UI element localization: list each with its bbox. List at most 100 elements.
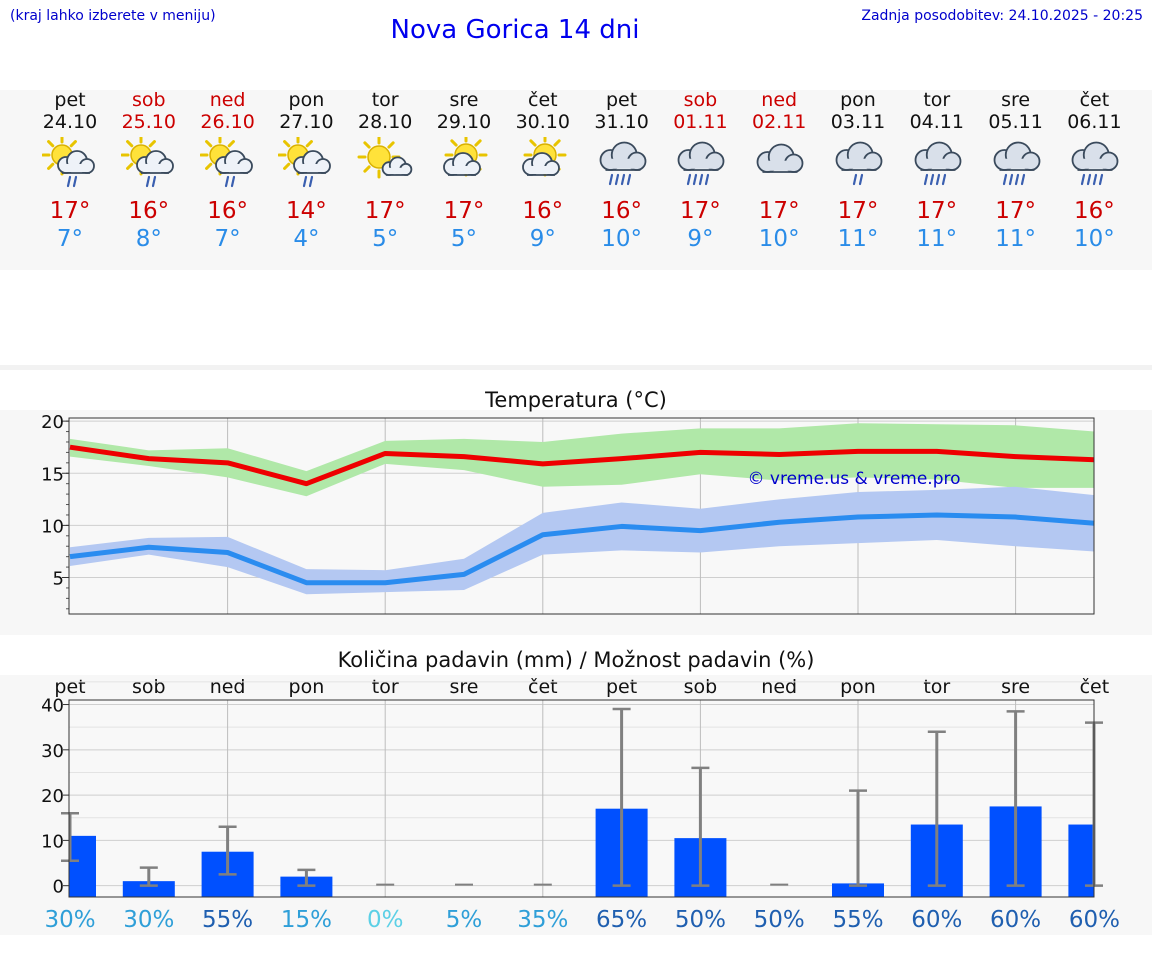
min-temperature: 5° — [450, 226, 478, 252]
max-temperature: 17° — [680, 198, 721, 224]
y-tick-label: 40 — [41, 696, 64, 717]
x-tick-label: ned — [210, 676, 246, 698]
x-tick-label: pon — [289, 676, 325, 698]
day-date: 01.11 — [673, 111, 728, 133]
day-name: čet — [528, 89, 558, 111]
x-tick-label: sre — [450, 676, 479, 698]
day-name: sre — [449, 89, 479, 111]
location-hint: (kraj lahko izberete v meniju) — [10, 8, 216, 24]
min-temperature: 8° — [135, 226, 162, 252]
cloud-heavy-rain-icon — [993, 141, 1040, 186]
precipitation-probability: 60% — [990, 907, 1041, 933]
spacer-band — [0, 365, 1152, 370]
day-forecast: pon 03.11 17° 11° — [813, 89, 903, 253]
day-date: 25.10 — [121, 111, 176, 133]
x-tick-label: sre — [1001, 676, 1030, 698]
min-temperature: 11° — [916, 226, 958, 252]
min-temperature: 10° — [1074, 226, 1115, 252]
precipitation-chart: pet sob ned pon tor sre čet pet sob ned pon tor sre č… — [41, 676, 1120, 933]
day-forecast: sre 05.11 17° 11° — [971, 89, 1061, 253]
day-name: sre — [1001, 89, 1031, 111]
min-temperature: 9° — [687, 226, 714, 252]
y-tick-label: 20 — [41, 412, 64, 433]
precipitation-title: Količina padavin (mm) / Možnost padavin … — [337, 648, 815, 672]
max-temperature: 16° — [207, 198, 248, 224]
max-temperature: 17° — [916, 198, 958, 224]
min-temperature: 7° — [56, 226, 84, 252]
min-temperature: 7° — [214, 226, 241, 252]
day-date: 30.10 — [515, 111, 570, 133]
watermark: © vreme.us & vreme.pro — [747, 469, 960, 489]
day-forecast: sre 29.10 17° 5° — [419, 89, 509, 253]
day-name: tor — [923, 89, 951, 111]
day-name: ned — [209, 89, 246, 111]
day-date: 04.11 — [909, 111, 964, 133]
precipitation-probability: 55% — [202, 907, 253, 933]
min-temperature: 10° — [758, 226, 800, 252]
x-tick-label: pet — [606, 676, 637, 698]
day-date: 28.10 — [357, 111, 413, 133]
precipitation-probability: 0% — [367, 907, 404, 933]
precipitation-bar — [832, 883, 884, 897]
precipitation-probability: 30% — [123, 907, 174, 933]
precipitation-probability: 65% — [596, 907, 647, 933]
day-name: čet — [1079, 89, 1110, 111]
y-tick-label: 10 — [41, 831, 64, 852]
x-tick-label: ned — [761, 676, 797, 698]
day-name: ned — [761, 89, 798, 111]
day-date: 27.10 — [279, 111, 334, 133]
day-date: 24.10 — [42, 111, 98, 133]
day-date: 26.10 — [200, 111, 255, 133]
precipitation-bar — [122, 881, 175, 897]
day-date: 06.11 — [1067, 111, 1122, 133]
precipitation-probability: 15% — [281, 907, 332, 933]
cloud-heavy-rain-icon — [1071, 141, 1119, 186]
cloud-icon — [756, 143, 804, 173]
precipitation-bar — [69, 835, 96, 897]
day-forecast: čet 06.11 16° 10° — [1049, 89, 1139, 253]
y-tick-label: 30 — [41, 741, 64, 762]
day-date: 31.10 — [594, 111, 649, 133]
sun-cloud-rain-icon — [199, 137, 253, 188]
day-date: 02.11 — [751, 111, 807, 133]
day-date: 29.10 — [436, 111, 492, 133]
precipitation-probability: 60% — [911, 907, 962, 933]
max-temperature: 17° — [995, 198, 1036, 224]
y-tick-label: 10 — [41, 516, 64, 537]
day-name: sob — [683, 89, 718, 111]
plot-frame — [68, 699, 1095, 898]
x-tick-label: tor — [372, 676, 399, 698]
day-date: 05.11 — [988, 111, 1043, 133]
precipitation-probability: 50% — [675, 907, 726, 933]
cloud-light-rain-icon — [835, 141, 883, 186]
day-forecast: pet 31.10 16° 10° — [577, 89, 667, 253]
x-tick-label: tor — [923, 676, 950, 698]
min-temperature: 10° — [601, 226, 642, 252]
day-name: pet — [605, 89, 638, 111]
y-tick-label: 0 — [53, 877, 64, 898]
sun-small-cloud-icon — [357, 137, 413, 179]
max-temperature: 16° — [522, 198, 564, 224]
min-temperature: 11° — [995, 226, 1036, 252]
precipitation-probability: 30% — [44, 907, 95, 933]
series-line — [69, 444, 1095, 487]
max-temperature: 16° — [128, 198, 170, 224]
sun-cloud-rain-icon — [42, 137, 95, 188]
temperature-chart: 5 10 15 20 © vreme.us & vreme.pro — [41, 412, 1095, 615]
max-temperature: 16° — [601, 198, 642, 224]
precipitation-probability: 60% — [1069, 907, 1120, 933]
max-temperature: 17° — [364, 198, 406, 224]
day-forecast: pon 27.10 14° 4° — [261, 89, 351, 253]
x-tick-label: čet — [1080, 676, 1110, 698]
day-forecast: pet 24.10 17° 7° — [25, 89, 115, 253]
series-line — [69, 512, 1095, 586]
sun-cloud-rain-icon — [120, 137, 174, 188]
precipitation-probability: 50% — [754, 907, 805, 933]
min-temperature: 9° — [529, 226, 556, 252]
day-forecast: ned 26.10 16° 7° — [183, 89, 273, 253]
day-name: tor — [371, 89, 399, 111]
day-forecast: sob 25.10 16° 8° — [104, 89, 194, 253]
max-temperature: 14° — [286, 198, 327, 224]
day-forecast: čet 30.10 16° 9° — [498, 89, 588, 253]
cloud-heavy-rain-icon — [914, 141, 962, 186]
